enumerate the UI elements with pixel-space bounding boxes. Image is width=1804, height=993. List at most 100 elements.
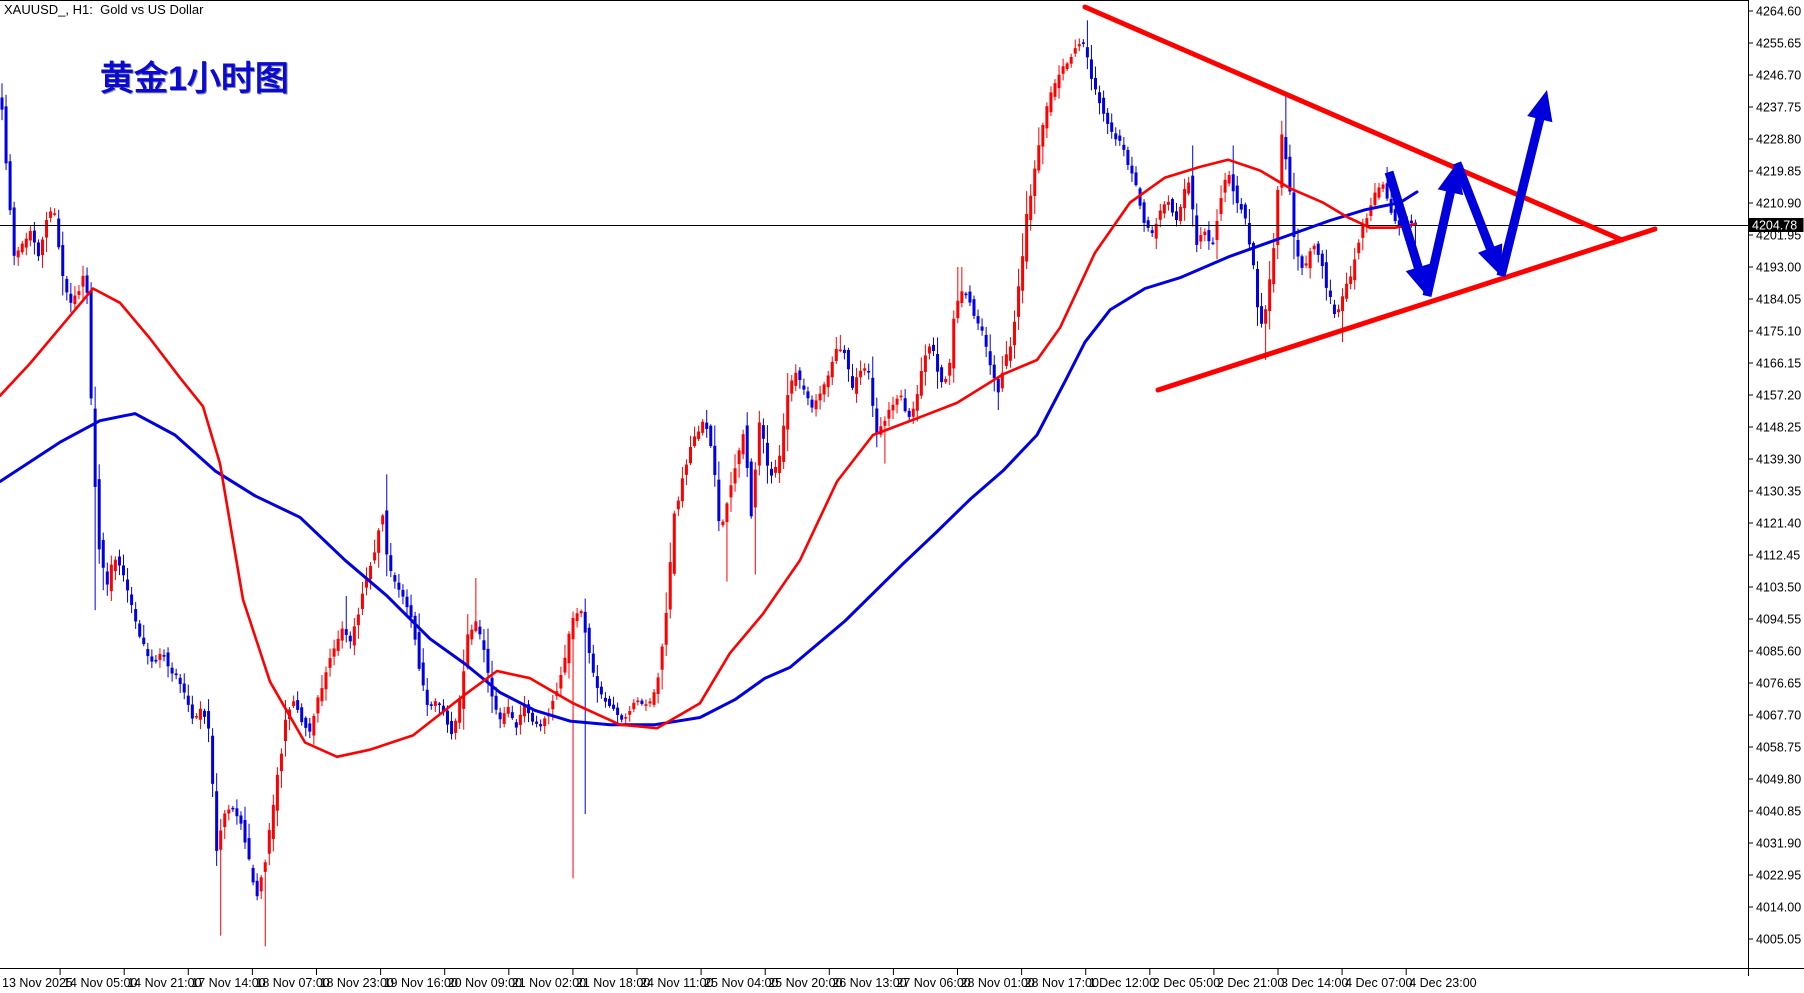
- candle-body: [101, 539, 105, 568]
- candle-body: [194, 715, 198, 718]
- current-price-value: 4204.78: [1752, 219, 1797, 233]
- candle-body: [284, 719, 287, 742]
- price-axis-label: 4005.05: [1756, 933, 1801, 947]
- candle-body: [417, 632, 421, 669]
- candle-body: [1179, 206, 1183, 222]
- candle-body: [859, 370, 863, 378]
- candle-body: [344, 629, 348, 635]
- candle-body: [883, 420, 887, 426]
- candle-body: [1247, 222, 1251, 245]
- candle-body: [235, 808, 239, 817]
- candle-body: [292, 701, 296, 707]
- time-axis-label: 25 Nov 20:00: [768, 976, 842, 990]
- candle-body: [1385, 183, 1389, 199]
- price-axis-label: 4067.70: [1756, 709, 1801, 723]
- time-axis-label: 13 Nov 2025: [2, 976, 73, 990]
- candle-body: [911, 408, 915, 417]
- candle-body: [595, 676, 599, 688]
- candle-body: [1029, 195, 1033, 221]
- candle-body: [903, 398, 907, 412]
- candle-body: [551, 700, 555, 710]
- candle-body: [28, 231, 32, 241]
- candle-body: [875, 408, 879, 435]
- ma-fast-red-line: [0, 158, 1417, 759]
- candle-body: [980, 326, 984, 331]
- candle-body: [1381, 184, 1385, 189]
- candle-body: [69, 293, 73, 303]
- candle-body: [1045, 106, 1049, 129]
- candle-body: [660, 646, 664, 670]
- candle-body: [522, 705, 526, 717]
- candle-body: [134, 609, 138, 622]
- price-axis-label: 4085.60: [1756, 645, 1801, 659]
- candle-body: [1203, 231, 1207, 236]
- price-axis-label: 4014.00: [1756, 901, 1801, 915]
- candle-body: [1085, 47, 1089, 58]
- candle-body: [656, 677, 660, 695]
- candle-body: [239, 815, 243, 824]
- candle-body: [765, 442, 769, 466]
- candle-body: [737, 450, 741, 465]
- price-axis-label: 4219.85: [1756, 165, 1801, 179]
- candle-body: [1280, 134, 1284, 188]
- price-axis-label: 4166.15: [1756, 357, 1801, 371]
- candle-body: [948, 362, 952, 376]
- candle-body: [1260, 306, 1264, 324]
- candle-body: [1158, 210, 1162, 220]
- candle-body: [36, 242, 40, 257]
- candle-body: [842, 349, 846, 353]
- candle-body: [1150, 230, 1154, 234]
- candle-body: [587, 627, 591, 654]
- candle-body: [401, 589, 405, 597]
- candle-body: [263, 862, 267, 872]
- candle-body: [579, 611, 583, 614]
- candle-body: [583, 611, 587, 633]
- candle-body: [126, 579, 130, 591]
- candle-body: [466, 634, 470, 668]
- current-price-tag-box: [1748, 218, 1804, 232]
- candle-body: [65, 278, 69, 293]
- time-axis-label: 24 Nov 11:00: [640, 976, 713, 990]
- candle-body: [518, 714, 522, 725]
- candle-body: [745, 425, 749, 469]
- price-axis-label: 4076.65: [1756, 677, 1801, 691]
- candle-body: [672, 513, 676, 574]
- candle-body: [1272, 248, 1276, 285]
- candle-body: [1049, 92, 1053, 113]
- candle-body: [324, 672, 328, 690]
- candle-body: [506, 706, 510, 714]
- price-axis-label: 4022.95: [1756, 869, 1801, 883]
- candle-body: [186, 695, 190, 705]
- candle-body: [822, 384, 826, 395]
- candle-body: [1256, 268, 1259, 308]
- candle-body: [709, 425, 713, 447]
- candle-body: [798, 370, 802, 381]
- candle-body: [478, 626, 482, 635]
- candle-body: [1397, 220, 1401, 226]
- time-axis-label: 4 Dec 07:00: [1345, 976, 1412, 990]
- candle-body: [887, 409, 891, 419]
- candle-body: [996, 378, 1000, 393]
- price-axis-label: 4139.30: [1756, 453, 1801, 467]
- candle-body: [381, 515, 385, 525]
- candle-body: [1304, 263, 1308, 266]
- candle-body: [664, 612, 668, 645]
- time-axis-label: 14 Nov 21:00: [127, 976, 201, 990]
- candle-body: [113, 559, 117, 572]
- candle-body: [81, 275, 85, 287]
- candle-body: [936, 353, 940, 372]
- candle-body: [1000, 372, 1004, 389]
- candle-body: [612, 704, 616, 709]
- candle-body: [867, 370, 871, 373]
- candle-body: [356, 614, 360, 626]
- candle-body: [616, 707, 620, 715]
- candle-body: [158, 654, 162, 660]
- candle-body: [944, 378, 948, 383]
- candle-body: [514, 722, 518, 728]
- candle-body: [49, 211, 53, 218]
- candle-body: [749, 461, 753, 517]
- candle-body: [1373, 192, 1377, 206]
- candle-body: [304, 717, 308, 728]
